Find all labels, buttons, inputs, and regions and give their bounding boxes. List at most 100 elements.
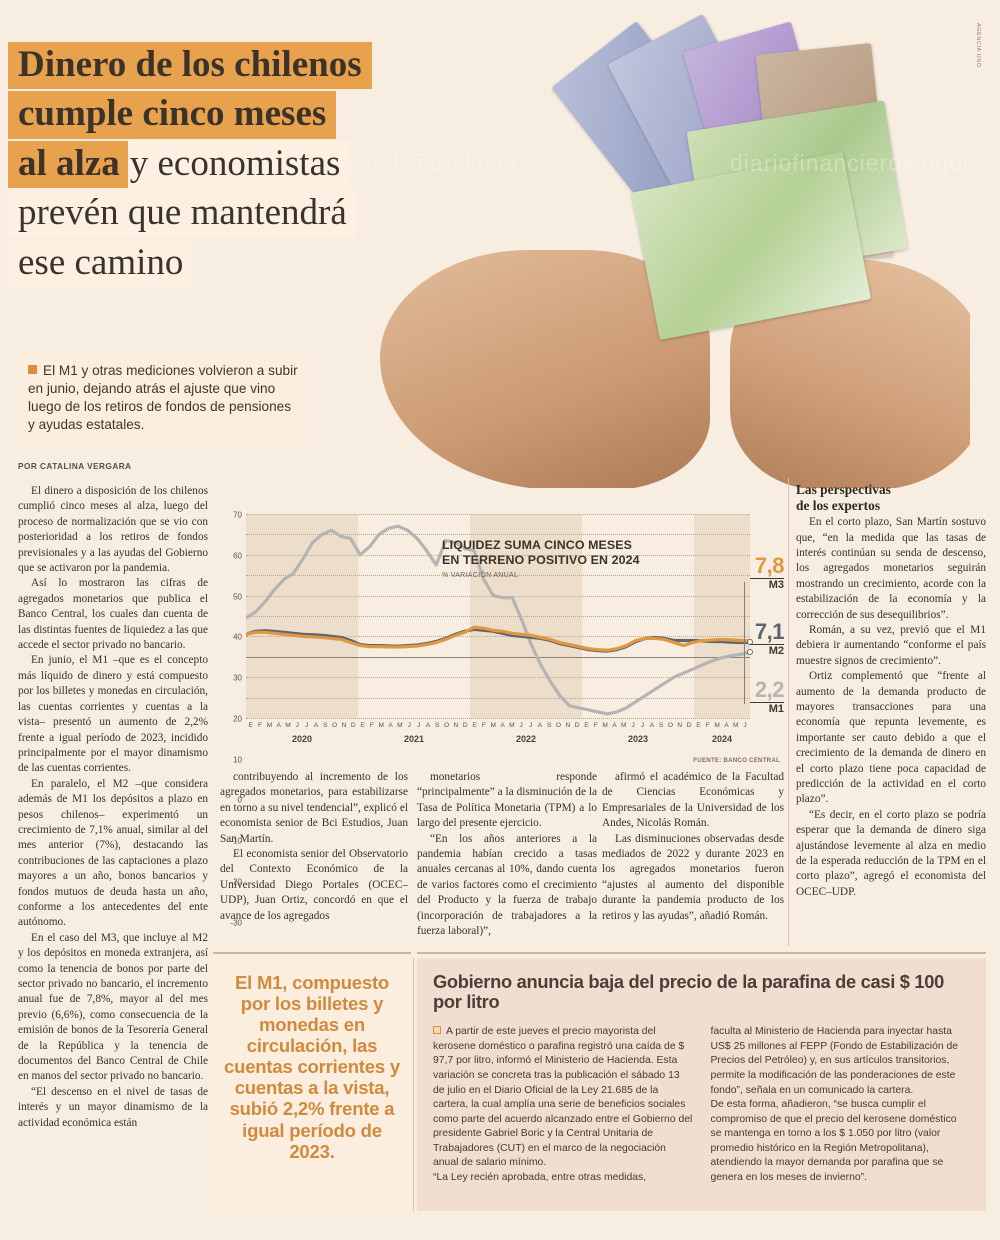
chart-line-M1	[246, 524, 750, 716]
headline-line-3: al alza y economistas	[8, 140, 351, 189]
bottom-divider	[413, 958, 414, 1211]
chart-gridline: -30	[230, 718, 750, 928]
body-paragraph: El economista senior del Observatorio de…	[220, 848, 408, 922]
chart-month-tick: J	[528, 722, 533, 729]
chart-month-tick: A	[425, 722, 431, 729]
chart-y-tick-label: -20	[230, 877, 242, 887]
chart-series-svg	[246, 524, 750, 716]
sidebar-title-line-1: Las perspectivas	[796, 482, 891, 497]
body-paragraph: Las disminuciones observadas desde media…	[602, 832, 784, 922]
chart-year-label: 2022	[515, 734, 537, 744]
chart-month-tick: M	[285, 722, 291, 729]
body-column-4: afirmó el académico de la Facultad de Ci…	[602, 770, 784, 924]
chart-month-tick: M	[714, 722, 720, 729]
chart-month-tick: M	[602, 722, 608, 729]
chart-month-tick: J	[407, 722, 411, 729]
chart-month-tick: J	[640, 722, 645, 729]
sidebar-title-line-2: de los expertos	[796, 497, 881, 513]
secondary-paragraph: A partir de este jueves el precio mayori…	[433, 1026, 693, 1169]
secondary-article-title: Gobierno anuncia baja del precio de la p…	[433, 971, 945, 1013]
body-paragraph: El dinero a disposición de los chilenos …	[18, 485, 208, 575]
chart-line-M3	[246, 625, 750, 652]
chart-y-tick-label: 60	[233, 551, 242, 561]
chart-month-tick: J	[416, 722, 421, 729]
chart-y-tick-label: 30	[233, 673, 242, 683]
chart-month-tick: A	[537, 722, 543, 729]
chart-callout-M3: 7,8 M3	[750, 553, 785, 591]
chart-year-label: 2021	[403, 734, 425, 744]
body-column-2: contribuyendo al incremento de los agreg…	[220, 770, 408, 924]
chart-month-tick: M	[490, 722, 496, 729]
secondary-column-left: A partir de este jueves el precio mayori…	[433, 1025, 693, 1185]
chart-gridline: 40	[233, 575, 750, 642]
chart-y-tick-label: 20	[233, 714, 242, 724]
liquidity-chart: 70 60 50 40 30 20 10 0 -10 -20 -30 LIQUIDEZ SUMA C…	[214, 500, 785, 928]
body-paragraph: En junio, el M1 –que es el concepto más …	[18, 654, 208, 775]
chart-month-tick: J	[304, 722, 309, 729]
chart-month-tick: A	[649, 722, 654, 729]
chart-gridline: 70	[233, 511, 750, 520]
sidebar-title: Las perspectivas de los expertos	[796, 482, 986, 513]
chart-y-tick-label: 10	[233, 755, 242, 765]
chart-month-tick: N	[677, 722, 683, 729]
chart-month-tick: S	[658, 722, 664, 729]
sidebar-paragraph: “Es decir, en el corto plazo se podría e…	[796, 808, 986, 898]
body-paragraph: En el caso del M3, que incluye al M2 y l…	[18, 931, 208, 1083]
pull-quote-rule	[213, 952, 411, 954]
chart-callout-label: M2	[750, 643, 784, 657]
body-column-1: El dinero a disposición de los chilenos …	[18, 484, 208, 1131]
headline-line-4: prevén que mantendrá	[8, 190, 357, 238]
secondary-article: Gobierno anuncia baja del precio de la p…	[417, 958, 986, 1211]
page-title: Dinero de los chilenos cumple cinco mese…	[8, 42, 568, 289]
chart-month-tick: S	[435, 722, 440, 729]
chart-month-tick: F	[369, 722, 374, 729]
chart-year-label: 2024	[711, 734, 733, 744]
chart-month-tick: J	[631, 722, 635, 729]
chart-callout-M2: 7,1 M2	[750, 621, 785, 657]
chart-month-tick: O	[332, 722, 338, 729]
chart-x-axis-years: 2020 2021 2022 2023 2024	[246, 734, 750, 748]
chart-month-tick: E	[696, 722, 701, 729]
secondary-paragraph: “La Ley recién aprobada, entre otras med…	[433, 1171, 647, 1183]
chart-month-tick: M	[732, 722, 739, 729]
chart-gridline: -10	[230, 677, 750, 846]
chart-callout-label: M1	[750, 701, 784, 715]
body-paragraph: Así lo mostraron las cifras de agregados…	[18, 577, 208, 652]
chart-source: FUENTE: BANCO CENTRAL	[693, 757, 780, 764]
secondary-article-columns: A partir de este jueves el precio mayori…	[433, 1025, 970, 1185]
chart-callout-value: 7,8	[754, 553, 785, 578]
chart-month-tick: M	[397, 722, 403, 729]
chart-y-tick-label: -10	[230, 836, 242, 846]
chart-month-tick: M	[509, 722, 515, 729]
kicker-text: El M1 y otras mediciones volvieron a sub…	[28, 363, 298, 433]
chart-month-tick: A	[724, 722, 729, 729]
chart-month-tick: F	[705, 722, 710, 729]
secondary-paragraph: faculta al Ministerio de Hacienda para i…	[710, 1026, 959, 1096]
chart-y-tick-label: 0	[237, 795, 242, 805]
headline-line-5: ese camino	[8, 239, 194, 288]
chart-gridline: -20	[230, 697, 750, 887]
chart-month-tick: E	[584, 722, 589, 729]
chart-month-tick: J	[519, 722, 523, 729]
square-bullet-icon	[28, 365, 37, 374]
chart-gridline: 20	[233, 616, 750, 724]
chart-month-tick: O	[443, 722, 450, 729]
chart-year-label: 2023	[627, 734, 649, 744]
chart-month-tick: D	[350, 722, 356, 729]
chart-month-tick: M	[266, 722, 273, 729]
chart-month-tick: S	[546, 722, 552, 729]
experts-sidebar: Las perspectivas de los expertos En el c…	[796, 482, 986, 900]
chart-month-tick: N	[341, 722, 347, 729]
chart-gridline: 10	[233, 636, 750, 764]
chart-month-tick: S	[323, 722, 328, 729]
headline-line-3-rest: y economistas	[129, 142, 341, 184]
body-column-3: monetarios responde “principalmente” a l…	[417, 770, 597, 939]
chart-month-tick: F	[481, 722, 486, 729]
body-paragraph: “En los años anteriores a la pandemia ha…	[417, 832, 597, 938]
body-paragraph: “El descenso en el nivel de tasas de int…	[18, 1085, 208, 1129]
square-bullet-icon	[433, 1026, 441, 1035]
chart-title-line-2: EN TERRENO POSITIVO EN 2024	[442, 553, 640, 568]
chart-month-tick: D	[462, 722, 468, 729]
